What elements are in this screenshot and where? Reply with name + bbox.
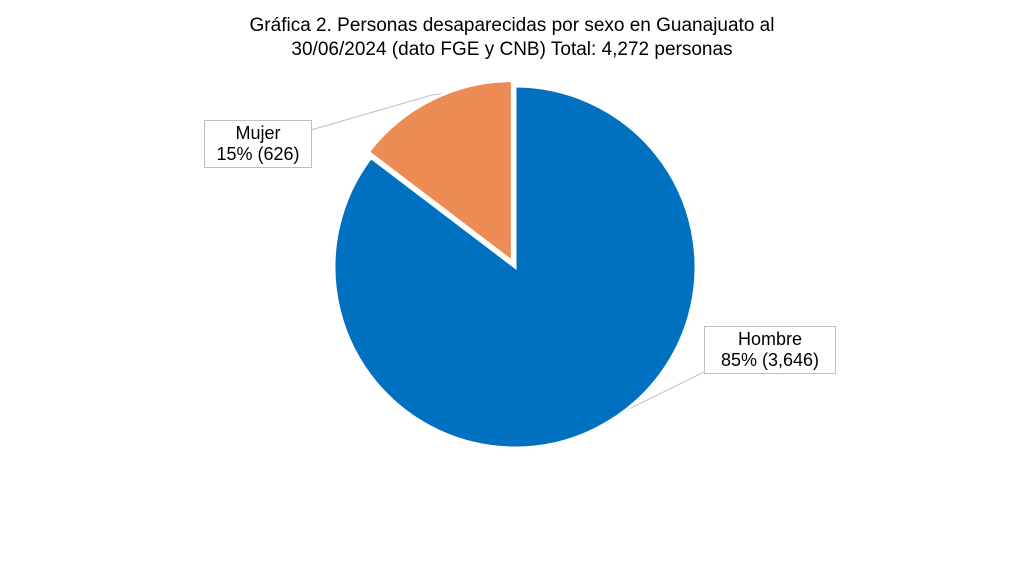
leader-line-mujer: [303, 92, 446, 133]
data-label-mujer-value: 15% (626): [216, 144, 300, 164]
chart-title-line-2: 30/06/2024 (dato FGE y CNB) Total: 4,272…: [291, 39, 733, 60]
data-label-hombre: Hombre 85% (3,646): [704, 326, 836, 374]
pie-slice-hombre: [332, 84, 698, 450]
data-label-mujer-name: Mujer: [235, 123, 281, 143]
data-label-hombre-name: Hombre: [737, 329, 803, 349]
chart-title: Gráfica 2. Personas desaparecidas por se…: [0, 14, 1024, 62]
chart-title-line-1: Gráfica 2. Personas desaparecidas por se…: [249, 15, 775, 36]
pie-slices: [332, 79, 698, 450]
data-label-mujer: Mujer 15% (626): [204, 120, 312, 168]
data-label-hombre-value: 85% (3,646): [720, 350, 820, 370]
pie-slice-mujer: [366, 79, 514, 265]
